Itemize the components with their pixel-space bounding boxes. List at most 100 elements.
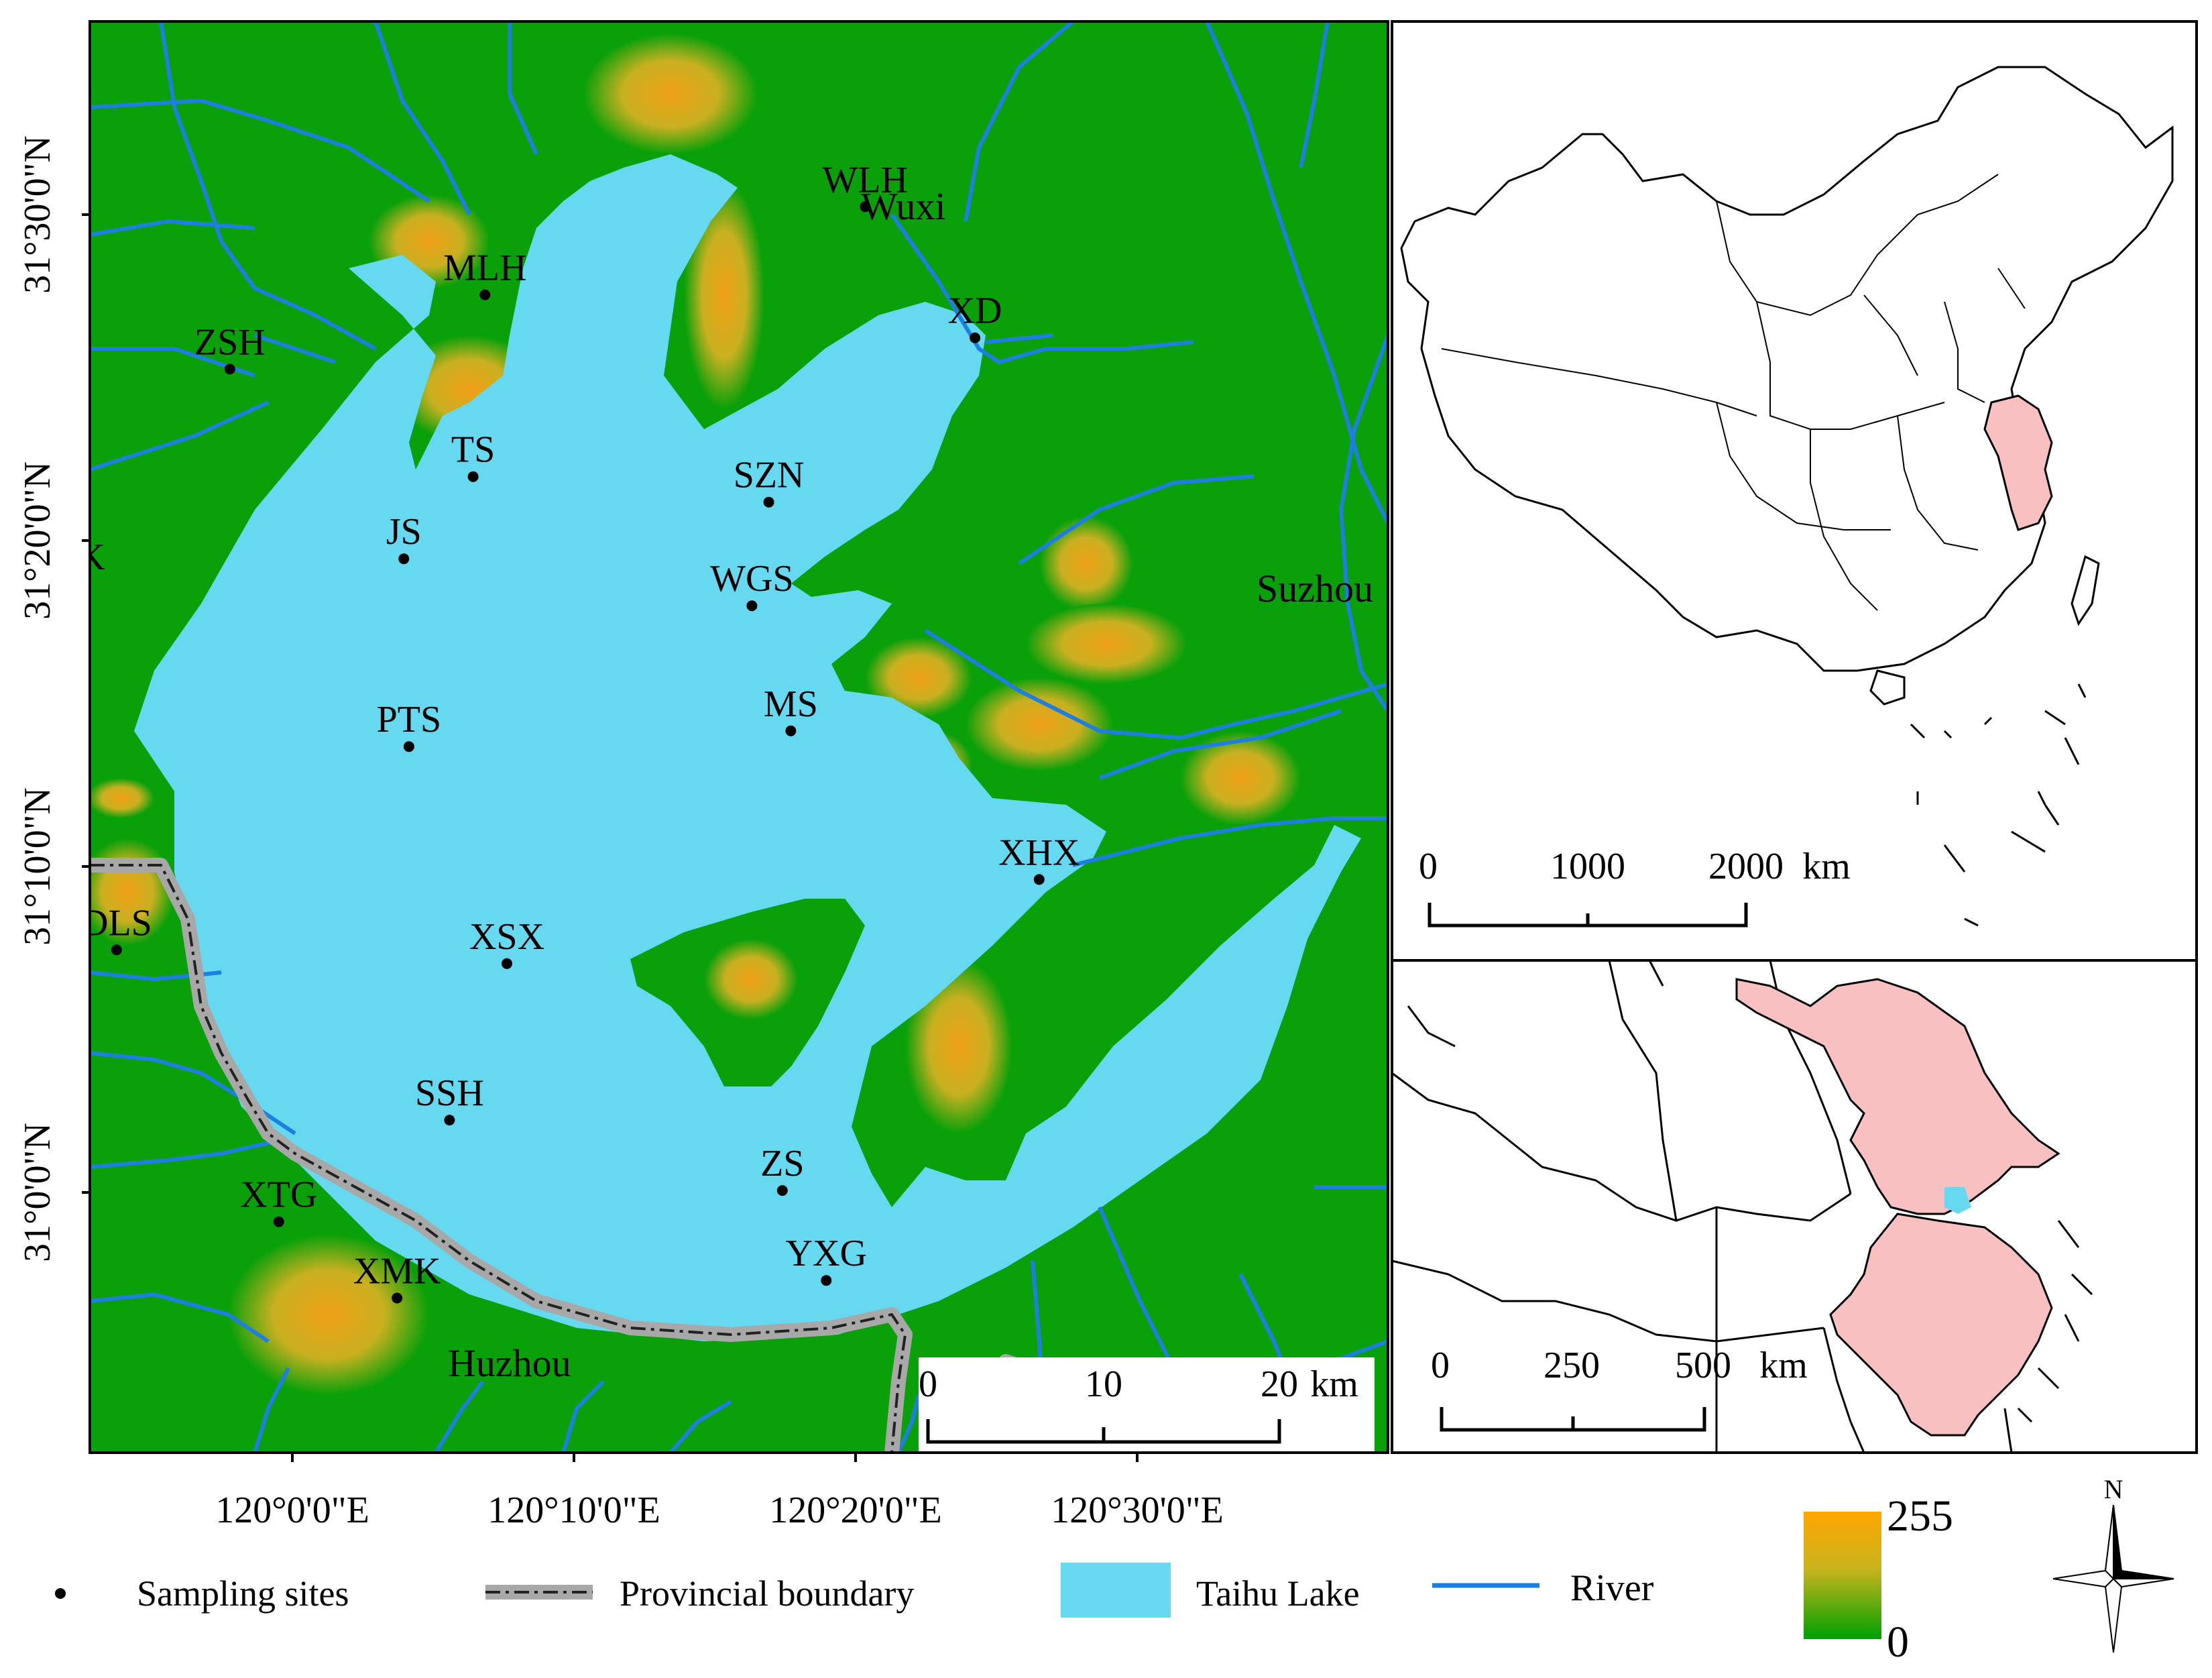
site-zsh: ZSH <box>194 321 266 375</box>
site-label: XSX <box>469 916 544 958</box>
china-scalebar-unit: km <box>1802 846 1851 887</box>
north-label: N <box>2104 1474 2123 1504</box>
site-label: YXG <box>786 1233 867 1274</box>
site-marker <box>860 201 871 213</box>
site-marker <box>1033 874 1045 885</box>
site-ssh: SSH <box>415 1072 484 1126</box>
site-marker <box>776 1185 788 1196</box>
site-ms: MS <box>764 683 818 736</box>
main-scalebar-unit: km <box>1310 1363 1358 1405</box>
region-scalebar-label-0: 0 <box>1431 1345 1450 1386</box>
region-coast-islands <box>2017 1220 2093 1423</box>
legend: Sampling sites Provincial boundary Taihu… <box>55 1492 1953 1667</box>
inset-region-map: 0 250 500 km <box>1391 960 2197 1453</box>
elevation-colorbar <box>1804 1512 1881 1639</box>
site-label: XMK <box>353 1251 441 1292</box>
taiwan-outline <box>2071 555 2100 626</box>
site-label: XHX <box>998 832 1080 873</box>
site-marker <box>502 958 512 969</box>
city-label-suzhou: Suzhou <box>1257 567 1373 610</box>
site-marker <box>111 944 122 956</box>
lat-tick-3120: 31°20'0"N <box>17 461 58 620</box>
site-js: JS <box>386 511 422 565</box>
site-marker <box>403 741 414 752</box>
region-taihu-lake <box>1944 1187 1971 1214</box>
site-label: ZSH <box>194 321 266 363</box>
site-marker <box>763 496 774 508</box>
site-xsx: XSX <box>469 916 544 969</box>
site-label: ZS <box>760 1143 804 1184</box>
hainan-outline <box>1869 669 1906 706</box>
site-marker <box>785 725 797 736</box>
region-scalebar-label-500: 500 <box>1675 1345 1731 1386</box>
terrain-highlands <box>90 34 1301 1395</box>
main-map-frame <box>89 20 1389 1454</box>
site-marker <box>444 1115 455 1126</box>
site-yxg: YXG <box>786 1233 867 1286</box>
region-scalebar-unit: km <box>1759 1345 1808 1386</box>
south-china-sea-islands <box>1910 683 2087 927</box>
site-label: PTS <box>377 699 442 740</box>
site-label: MLH <box>443 247 526 289</box>
site-zs: ZS <box>760 1143 804 1196</box>
lat-tick-3110: 31°10'0"N <box>17 787 58 946</box>
city-label-huzhou: Huzhou <box>448 1341 571 1385</box>
legend-site-symbol <box>55 1588 66 1599</box>
china-scalebar-label-0: 0 <box>1419 846 1438 887</box>
lat-tick-3130: 31°30'0"N <box>17 135 58 294</box>
site-label: XTG <box>240 1174 317 1216</box>
longitude-axis: 120°0'0"E 120°10'0"E 120°20'0"E 120°30'0… <box>215 1453 1224 1531</box>
main-scalebar: 0 10 20 km <box>919 1357 1375 1453</box>
legend-provincial-boundary: Provincial boundary <box>620 1573 914 1614</box>
site-wlh: WLH <box>823 159 908 213</box>
site-marker <box>392 1292 403 1304</box>
site-marker <box>479 289 491 300</box>
site-marker <box>62 579 73 590</box>
city-label-wuxi: Wuxi <box>861 184 946 228</box>
site-marker <box>746 600 758 612</box>
main-scalebar-label-20: 20 <box>1261 1363 1298 1405</box>
site-marker <box>398 553 410 565</box>
china-scalebar-label-1000: 1000 <box>1550 846 1625 887</box>
inset-china-scalebar: 0 1000 2000 km <box>1419 846 1851 928</box>
site-pts: PTS <box>377 699 442 752</box>
china-province-lines <box>1441 174 2026 611</box>
inset-frame <box>1391 20 2198 1454</box>
inset-region-scalebar: 0 250 500 km <box>1431 1345 1808 1432</box>
site-marker <box>28 755 39 766</box>
site-ts: TS <box>451 429 495 482</box>
inset-china-map: 0 1000 2000 km <box>1392 21 2197 960</box>
legend-river: River <box>1570 1567 1654 1609</box>
site-lsz: LSZ <box>1 713 68 766</box>
main-scalebar-label-0: 0 <box>919 1363 937 1405</box>
rivers <box>90 21 1388 1453</box>
site-label: MS <box>764 683 818 725</box>
site-marker <box>273 1216 284 1227</box>
site-dls: DLS <box>81 902 152 956</box>
site-marker <box>970 332 981 343</box>
lon-tick-12000: 120°0'0"E <box>215 1490 369 1531</box>
site-xd: XD <box>948 290 1002 343</box>
legend-sampling-sites: Sampling sites <box>137 1573 349 1614</box>
region-jiangsu <box>1735 978 2060 1215</box>
site-label: XD <box>948 290 1002 332</box>
site-xtg: XTG <box>240 1174 317 1227</box>
region-zhejiang <box>1829 1213 2053 1437</box>
legend-taihu-lake: Taihu Lake <box>1196 1573 1360 1614</box>
china-outline <box>1400 66 2174 672</box>
site-marker <box>467 471 479 482</box>
main-map: WLH MLH ZSH XD TS SZN JS DPK WGS LSZ PTS MS XHX DLS XS… <box>1 21 1388 1453</box>
site-label: JS <box>386 511 422 553</box>
site-label: DLS <box>81 902 152 944</box>
site-label: TS <box>451 429 495 471</box>
site-mlh: MLH <box>443 247 527 300</box>
site-dpk: DPK <box>30 537 105 590</box>
site-label: SZN <box>734 455 805 496</box>
elevation-min-label: 0 <box>1887 1618 1909 1667</box>
site-label: DPK <box>30 537 105 578</box>
site-marker <box>224 363 235 375</box>
site-wgs: WGS <box>710 558 794 612</box>
lon-tick-12030: 120°30'0"E <box>1051 1490 1224 1531</box>
china-scalebar-label-2000: 2000 <box>1708 846 1784 887</box>
